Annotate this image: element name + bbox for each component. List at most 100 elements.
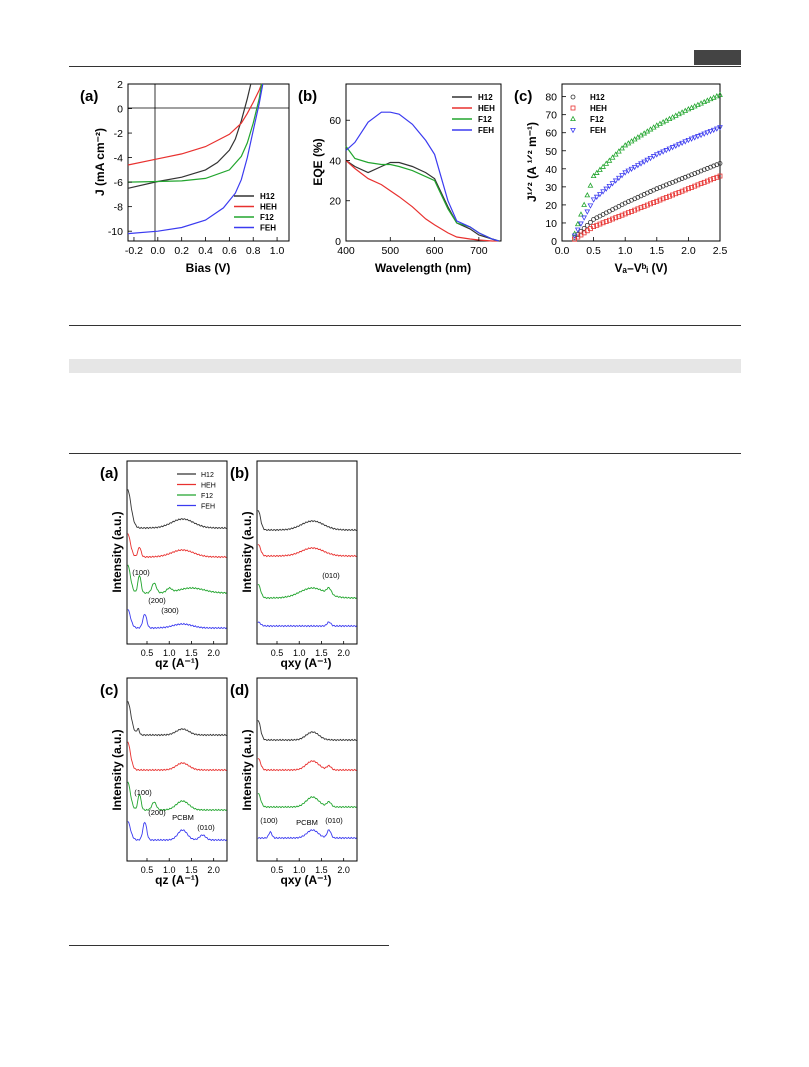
data-point-heh (682, 187, 688, 193)
data-point-heh (704, 178, 710, 184)
x-tick-label: -0.2 (125, 245, 143, 257)
fig2c-xlabel: Vₐ–Vᵇᵢ (V) (615, 261, 668, 275)
legend-label-feh: FEH (478, 126, 494, 135)
y-tick-label: 70 (545, 110, 557, 122)
data-point-f12 (606, 157, 613, 163)
x-tick-label: 2.5 (713, 245, 728, 257)
data-point-heh (619, 212, 625, 218)
data-point-heh (673, 191, 679, 197)
fig2c-ylabel: J¹ᐟ² (A ¹ᐟ² m⁻¹) (525, 122, 539, 202)
data-point-heh (692, 183, 698, 189)
data-point-f12 (597, 166, 603, 172)
data-point-feh (695, 134, 701, 140)
fig2b-legend: H12 HEH F12 FEH (452, 93, 495, 135)
trace-heh (127, 741, 227, 772)
fig3a-ylabel: Intensity (a.u.) (110, 511, 124, 592)
x-tick-label: 0.0 (555, 245, 570, 257)
data-point-feh (663, 148, 670, 154)
x-tick-label: 1.0 (293, 648, 306, 658)
fig3a-frame (126, 460, 228, 645)
trace-f12 (257, 584, 357, 600)
x-tick-label: 0.6 (222, 245, 237, 257)
data-point-f12 (587, 182, 594, 188)
series-line-f12 (345, 146, 499, 242)
x-tick-label: 700 (470, 245, 488, 257)
data-point-feh (704, 130, 711, 136)
data-point-feh (644, 157, 651, 164)
series-line-feh (127, 83, 264, 235)
x-tick-label: 1.5 (185, 865, 198, 875)
data-point-heh (622, 211, 628, 217)
fig3a-label: (a) (100, 465, 118, 482)
data-point-heh (663, 195, 669, 200)
fig3b-label: (b) (230, 465, 249, 482)
data-point-feh (707, 129, 714, 135)
data-point-f12 (600, 163, 606, 169)
trace-h12 (257, 720, 357, 742)
data-point-feh (713, 126, 720, 132)
data-point-feh (606, 183, 613, 190)
fig3b-curves (257, 510, 357, 628)
data-point-h12 (570, 94, 576, 100)
x-tick-label: 0.4 (198, 245, 213, 257)
fig3c-panel: (c) 0.5 1.0 1.5 2.0 qz (A⁻¹) Intensity (a.u… (100, 677, 228, 887)
data-point-feh (676, 142, 682, 148)
data-point-feh (641, 159, 648, 165)
data-point-feh (593, 194, 600, 201)
x-tick-label: 1.0 (163, 865, 176, 875)
fig3a-panel: (a) 0.5 1.0 1.5 2.0 qz (A⁻¹) Intensity (a.u… (100, 460, 228, 670)
x-tick-label: 600 (426, 245, 444, 257)
data-point-f12 (581, 201, 587, 207)
fig3b-ylabel: Intensity (a.u.) (240, 511, 254, 592)
data-point-f12 (578, 211, 584, 217)
data-point-h12 (717, 161, 723, 166)
fig3b-xlabel: qxy (A⁻¹) (281, 656, 332, 670)
data-point-feh (672, 143, 679, 149)
y-tick-label: -4 (114, 153, 123, 165)
data-point-feh (587, 203, 594, 209)
data-point-heh (607, 217, 612, 223)
data-point-feh (612, 178, 619, 184)
data-point-feh (570, 127, 576, 134)
legend-label-feh: FEH (201, 504, 215, 511)
data-point-feh (717, 125, 723, 131)
x-tick-label: 0.8 (246, 245, 261, 257)
data-point-feh (619, 173, 625, 179)
data-point-heh (632, 207, 638, 213)
series-line-h12 (345, 160, 499, 242)
y-tick-label: 2 (117, 79, 123, 91)
series-line-h12 (127, 83, 252, 189)
data-point-feh (616, 175, 622, 182)
fig3d-xlabel: qxy (A⁻¹) (281, 873, 332, 887)
y-tick-label: 0 (117, 104, 123, 116)
legend-label-h12: H12 (478, 93, 493, 102)
data-point-h12 (584, 222, 590, 228)
fig2b-label: (b) (298, 88, 317, 105)
x-tick-label: 0.5 (271, 865, 284, 875)
data-point-heh (686, 186, 691, 192)
x-tick-label: 0.0 (151, 245, 166, 257)
peak-label-010: (010) (197, 823, 215, 832)
legend-label-f12: F12 (260, 213, 274, 222)
data-point-heh (641, 203, 647, 209)
fig2c-frame (561, 83, 721, 242)
data-point-heh (594, 222, 600, 228)
x-tick-label: 0.5 (271, 648, 284, 658)
data-point-heh (657, 197, 663, 203)
fig2c-series (571, 91, 723, 242)
data-point-feh (584, 209, 591, 215)
figure2-bottom-rule (69, 325, 741, 326)
data-point-f12 (619, 145, 625, 151)
data-point-heh (629, 209, 634, 214)
fig3d-label: (d) (230, 682, 249, 699)
y-tick-label: 20 (329, 196, 341, 208)
data-point-feh (603, 186, 610, 192)
trace-f12 (257, 793, 357, 809)
trace-heh (127, 533, 227, 559)
fig3d-frame (256, 677, 358, 862)
header-rule (69, 66, 741, 67)
data-point-feh (691, 135, 698, 141)
